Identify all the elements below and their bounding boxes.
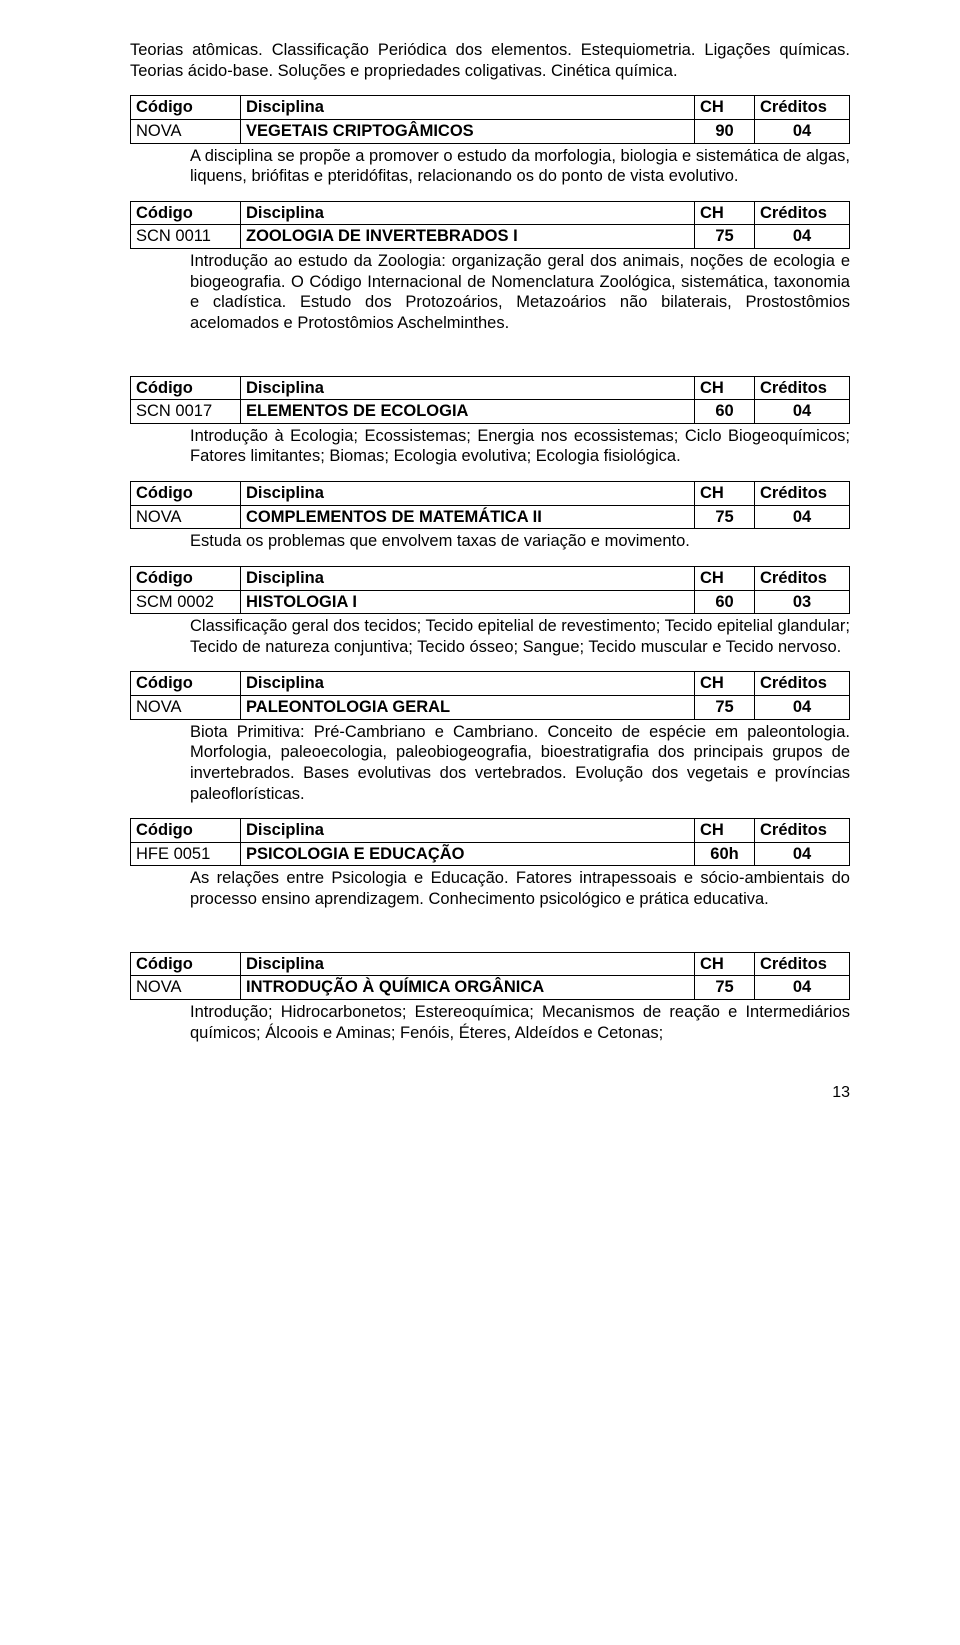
col-header-c3: CH — [695, 952, 755, 976]
course-description: Introdução; Hidrocarbonetos; Estereoquím… — [130, 1000, 850, 1043]
course-table: CódigoDisciplinaCHCréditos SCM 0002HISTOL… — [130, 566, 850, 614]
col-header-c4: Créditos — [755, 566, 850, 590]
section-gap — [130, 924, 850, 952]
col-header-c3: CH — [695, 566, 755, 590]
course-table: CódigoDisciplinaCHCréditos HFE 0051PSICOL… — [130, 818, 850, 866]
course-table: CódigoDisciplinaCHCréditos NOVAVEGETAIS C… — [130, 95, 850, 143]
course-ch: 75 — [695, 976, 755, 1000]
course-ch: 60h — [695, 842, 755, 866]
course-description: Biota Primitiva: Pré-Cambriano e Cambria… — [130, 720, 850, 805]
course-ch: 75 — [695, 225, 755, 249]
col-header-c2: Disciplina — [241, 952, 695, 976]
course-name: PSICOLOGIA E EDUCAÇÃO — [241, 842, 695, 866]
course-code: HFE 0051 — [131, 842, 241, 866]
col-header-c1: Código — [131, 482, 241, 506]
course-description: Estuda os problemas que envolvem taxas d… — [130, 529, 850, 552]
course-block: CódigoDisciplinaCHCréditos SCN 0011ZOOLOG… — [130, 201, 850, 334]
col-header-c1: Código — [131, 376, 241, 400]
course-code: NOVA — [131, 119, 241, 143]
intro-paragraph: Teorias atômicas. Classificação Periódic… — [130, 40, 850, 81]
course-code: NOVA — [131, 696, 241, 720]
col-header-c4: Créditos — [755, 672, 850, 696]
col-header-c1: Código — [131, 952, 241, 976]
col-header-c1: Código — [131, 566, 241, 590]
col-header-c1: Código — [131, 201, 241, 225]
col-header-c2: Disciplina — [241, 376, 695, 400]
col-header-c2: Disciplina — [241, 566, 695, 590]
course-code: NOVA — [131, 505, 241, 529]
course-code: SCN 0017 — [131, 400, 241, 424]
section-gap — [130, 348, 850, 376]
course-credits: 03 — [755, 590, 850, 614]
course-table: CódigoDisciplinaCHCréditos SCN 0017ELEMEN… — [130, 376, 850, 424]
col-header-c1: Código — [131, 96, 241, 120]
course-name: VEGETAIS CRIPTOGÂMICOS — [241, 119, 695, 143]
col-header-c3: CH — [695, 376, 755, 400]
course-name: COMPLEMENTOS DE MATEMÁTICA II — [241, 505, 695, 529]
course-credits: 04 — [755, 400, 850, 424]
course-block: CódigoDisciplinaCHCréditos NOVAVEGETAIS C… — [130, 95, 850, 187]
course-ch: 75 — [695, 505, 755, 529]
course-table: CódigoDisciplinaCHCréditos NOVACOMPLEMENT… — [130, 481, 850, 529]
col-header-c4: Créditos — [755, 819, 850, 843]
col-header-c2: Disciplina — [241, 482, 695, 506]
course-credits: 04 — [755, 976, 850, 1000]
course-block: CódigoDisciplinaCHCréditos NOVACOMPLEMENT… — [130, 481, 850, 552]
col-header-c3: CH — [695, 96, 755, 120]
course-block: CódigoDisciplinaCHCréditos HFE 0051PSICOL… — [130, 818, 850, 910]
course-blocks-container: CódigoDisciplinaCHCréditosNOVAVEGETAIS C… — [130, 95, 850, 1043]
course-code: SCM 0002 — [131, 590, 241, 614]
col-header-c3: CH — [695, 482, 755, 506]
course-description: Introdução ao estudo da Zoologia: organi… — [130, 249, 850, 334]
col-header-c3: CH — [695, 819, 755, 843]
course-block: CódigoDisciplinaCHCréditos NOVAINTRODUÇÃO… — [130, 952, 850, 1044]
col-header-c4: Créditos — [755, 96, 850, 120]
course-name: ELEMENTOS DE ECOLOGIA — [241, 400, 695, 424]
col-header-c2: Disciplina — [241, 819, 695, 843]
course-description: Introdução à Ecologia; Ecossistemas; Ene… — [130, 424, 850, 467]
course-name: ZOOLOGIA DE INVERTEBRADOS I — [241, 225, 695, 249]
course-description: As relações entre Psicologia e Educação.… — [130, 866, 850, 909]
course-block: CódigoDisciplinaCHCréditos SCN 0017ELEMEN… — [130, 376, 850, 468]
course-block: CódigoDisciplinaCHCréditos SCM 0002HISTOL… — [130, 566, 850, 658]
course-credits: 04 — [755, 225, 850, 249]
course-credits: 04 — [755, 119, 850, 143]
col-header-c3: CH — [695, 201, 755, 225]
col-header-c4: Créditos — [755, 482, 850, 506]
course-table: CódigoDisciplinaCHCréditos SCN 0011ZOOLOG… — [130, 201, 850, 249]
course-table: CódigoDisciplinaCHCréditos NOVAINTRODUÇÃO… — [130, 952, 850, 1000]
col-header-c2: Disciplina — [241, 672, 695, 696]
course-ch: 60 — [695, 590, 755, 614]
col-header-c4: Créditos — [755, 952, 850, 976]
course-name: INTRODUÇÃO À QUÍMICA ORGÂNICA — [241, 976, 695, 1000]
col-header-c4: Créditos — [755, 376, 850, 400]
course-code: NOVA — [131, 976, 241, 1000]
col-header-c2: Disciplina — [241, 201, 695, 225]
course-ch: 60 — [695, 400, 755, 424]
col-header-c2: Disciplina — [241, 96, 695, 120]
course-name: HISTOLOGIA I — [241, 590, 695, 614]
course-credits: 04 — [755, 505, 850, 529]
course-ch: 75 — [695, 696, 755, 720]
course-ch: 90 — [695, 119, 755, 143]
course-description: A disciplina se propõe a promover o estu… — [130, 144, 850, 187]
col-header-c1: Código — [131, 672, 241, 696]
course-description: Classificação geral dos tecidos; Tecido … — [130, 614, 850, 657]
course-code: SCN 0011 — [131, 225, 241, 249]
col-header-c3: CH — [695, 672, 755, 696]
course-block: CódigoDisciplinaCHCréditos NOVAPALEONTOLO… — [130, 671, 850, 804]
course-name: PALEONTOLOGIA GERAL — [241, 696, 695, 720]
page-number: 13 — [130, 1083, 850, 1103]
course-table: CódigoDisciplinaCHCréditos NOVAPALEONTOLO… — [130, 671, 850, 719]
col-header-c4: Créditos — [755, 201, 850, 225]
col-header-c1: Código — [131, 819, 241, 843]
course-credits: 04 — [755, 696, 850, 720]
course-credits: 04 — [755, 842, 850, 866]
